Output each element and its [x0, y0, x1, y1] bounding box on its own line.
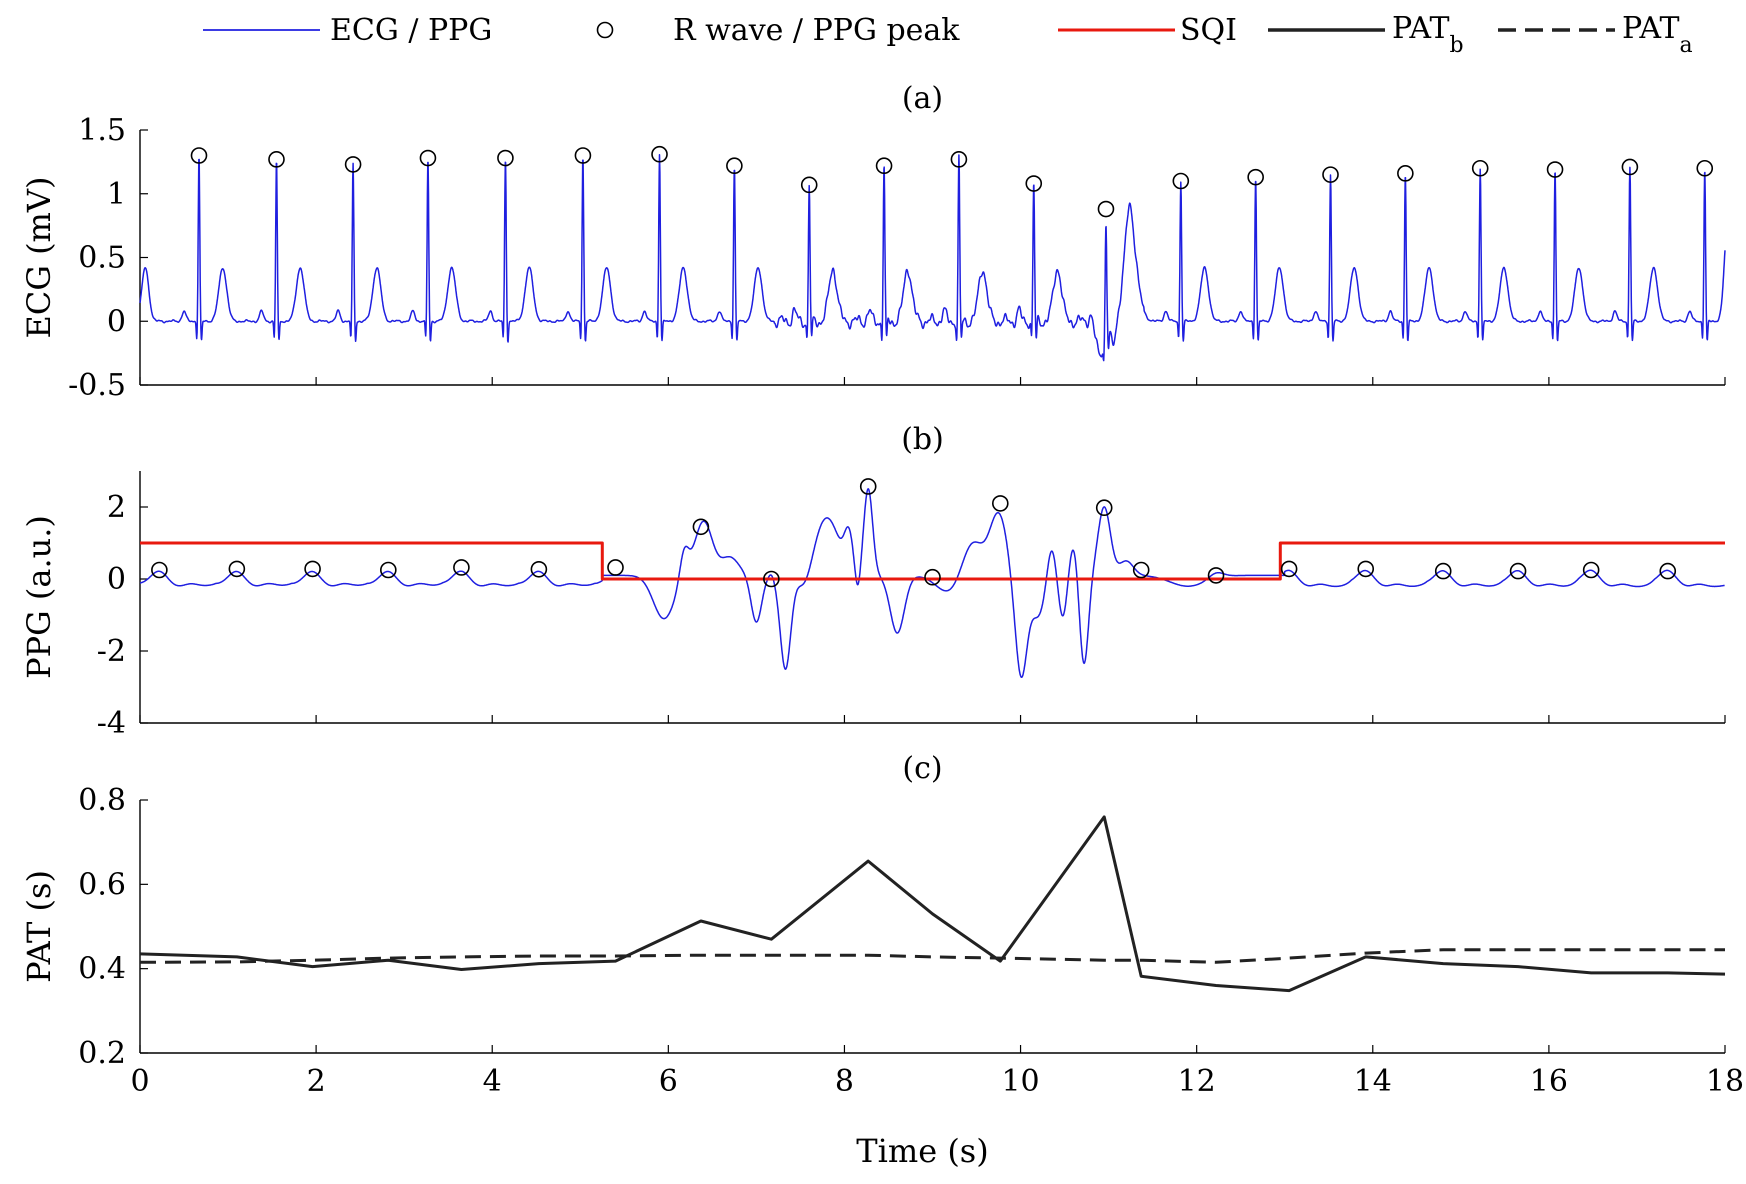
r-wave-marker: [497, 149, 514, 167]
ppg-peak-marker: [380, 561, 397, 579]
r-wave-marker: [344, 156, 362, 173]
legend-label-pat-b: PATb: [1392, 11, 1464, 58]
ppg-peak-marker: [692, 518, 710, 536]
ppg-peak-marker: [1132, 561, 1150, 579]
pat-b-line: [139, 815, 1726, 993]
r-wave-marker: [1546, 161, 1564, 178]
r-wave-marker: [1247, 168, 1264, 186]
ppg-peak-marker: [1280, 560, 1298, 578]
r-wave-marker: [800, 176, 818, 194]
panel-c-pat: 0 2 4 6 8 10 12 14 16 18 0.2 0.4 0.6 0.8 PAT (s) (c) Tim…: [20, 751, 1744, 1170]
pat-a-line: [139, 948, 1725, 964]
ppg-peak-marker: [1582, 561, 1600, 579]
ppg-peak-marker: [1434, 562, 1452, 580]
r-wave-marker: [1172, 172, 1190, 190]
panel-title: (c): [902, 751, 942, 786]
r-wave-marker: [1471, 159, 1489, 177]
r-wave-marker: [1322, 166, 1339, 183]
y-axis-label: PAT (s): [20, 870, 58, 983]
x-tick-label: 0: [130, 1064, 149, 1099]
y-tick-label: 1.5: [78, 113, 126, 148]
r-wave-marker: [1025, 175, 1043, 192]
x-tick-label: 8: [835, 1064, 854, 1099]
panel-title: (b): [901, 422, 944, 457]
ppg-peak-marker: [304, 560, 321, 578]
legend-label-pat-a: PATa: [1622, 11, 1693, 58]
r-wave-marker: [1696, 159, 1714, 177]
y-tick-label: 1: [107, 177, 126, 212]
r-wave-marker: [1397, 165, 1414, 182]
y-tick-label: 0: [107, 562, 126, 597]
r-wave-marker: [419, 149, 437, 167]
r-wave-marker: [1097, 200, 1115, 218]
r-wave-marker: [1621, 158, 1639, 176]
y-tick-label: 0.2: [78, 1036, 126, 1071]
x-tick-label: 14: [1354, 1064, 1392, 1099]
x-tick-label: 12: [1178, 1064, 1216, 1099]
ppg-peak-marker: [1659, 562, 1677, 580]
y-tick-label: 0.8: [78, 783, 126, 818]
ppg-peak-marker: [859, 478, 877, 495]
panel-a-ecg: -0.5 0 0.5 1 1.5 ECG (mV) (a): [20, 81, 1726, 403]
y-tick-label: 0: [107, 304, 126, 339]
x-tick-label: 18: [1706, 1064, 1744, 1099]
panel-title: (a): [902, 81, 943, 116]
y-tick-label: -4: [97, 706, 126, 741]
ppg-trace: [139, 488, 1725, 679]
r-wave-marker: [268, 151, 285, 168]
r-wave-marker: [190, 147, 208, 164]
y-tick-label: 0.5: [78, 241, 126, 276]
y-axis-label: ECG (mV): [20, 177, 58, 339]
ppg-peak-marker: [151, 561, 168, 579]
r-wave-marker: [651, 145, 668, 163]
r-wave-marker: [726, 157, 743, 174]
ppg-peak-marker: [992, 495, 1009, 512]
legend-label-sqi: SQI: [1180, 13, 1237, 48]
ppg-peak-marker: [228, 560, 246, 578]
x-tick-label: 6: [659, 1064, 678, 1099]
ppg-peak-marker: [1357, 560, 1375, 578]
y-tick-label: -0.5: [68, 368, 126, 403]
r-wave-marker: [875, 157, 893, 174]
panel-b-ppg: -4 -2 0 2 PPG (a.u.) (b): [20, 422, 1726, 741]
y-tick-label: 0.6: [78, 867, 126, 902]
x-tick-label: 16: [1530, 1064, 1568, 1099]
r-wave-marker: [574, 147, 592, 164]
ppg-peak-marker: [453, 559, 470, 576]
ppg-peak-marker: [763, 570, 780, 588]
ppg-peak-marker: [924, 568, 941, 586]
legend-swatch-peak: [596, 21, 614, 39]
x-axis-label: Time (s): [856, 1132, 988, 1170]
r-wave-marker: [950, 151, 968, 168]
legend-label-peak: R wave / PPG peak: [673, 13, 960, 48]
y-tick-label: -2: [97, 634, 126, 669]
ecg-trace: [139, 154, 1726, 362]
y-tick-label: 0.4: [78, 952, 126, 987]
legend: ECG / PPG R wave / PPG peak SQI PATb PATa: [203, 11, 1693, 58]
x-tick-label: 2: [307, 1064, 326, 1099]
ppg-peak-marker: [1509, 562, 1527, 580]
ppg-peak-marker: [1095, 499, 1113, 517]
ppg-peak-marker: [1207, 567, 1225, 584]
sqi-line: [140, 541, 1725, 581]
x-tick-label: 4: [483, 1064, 502, 1099]
y-axis-label: PPG (a.u.): [20, 515, 58, 679]
ppg-peak-marker: [530, 560, 548, 578]
x-tick-label: 10: [1001, 1064, 1039, 1099]
ppg-peak-marker: [607, 559, 624, 576]
legend-label-ecg-ppg: ECG / PPG: [330, 13, 492, 48]
y-tick-label: 2: [107, 490, 126, 525]
